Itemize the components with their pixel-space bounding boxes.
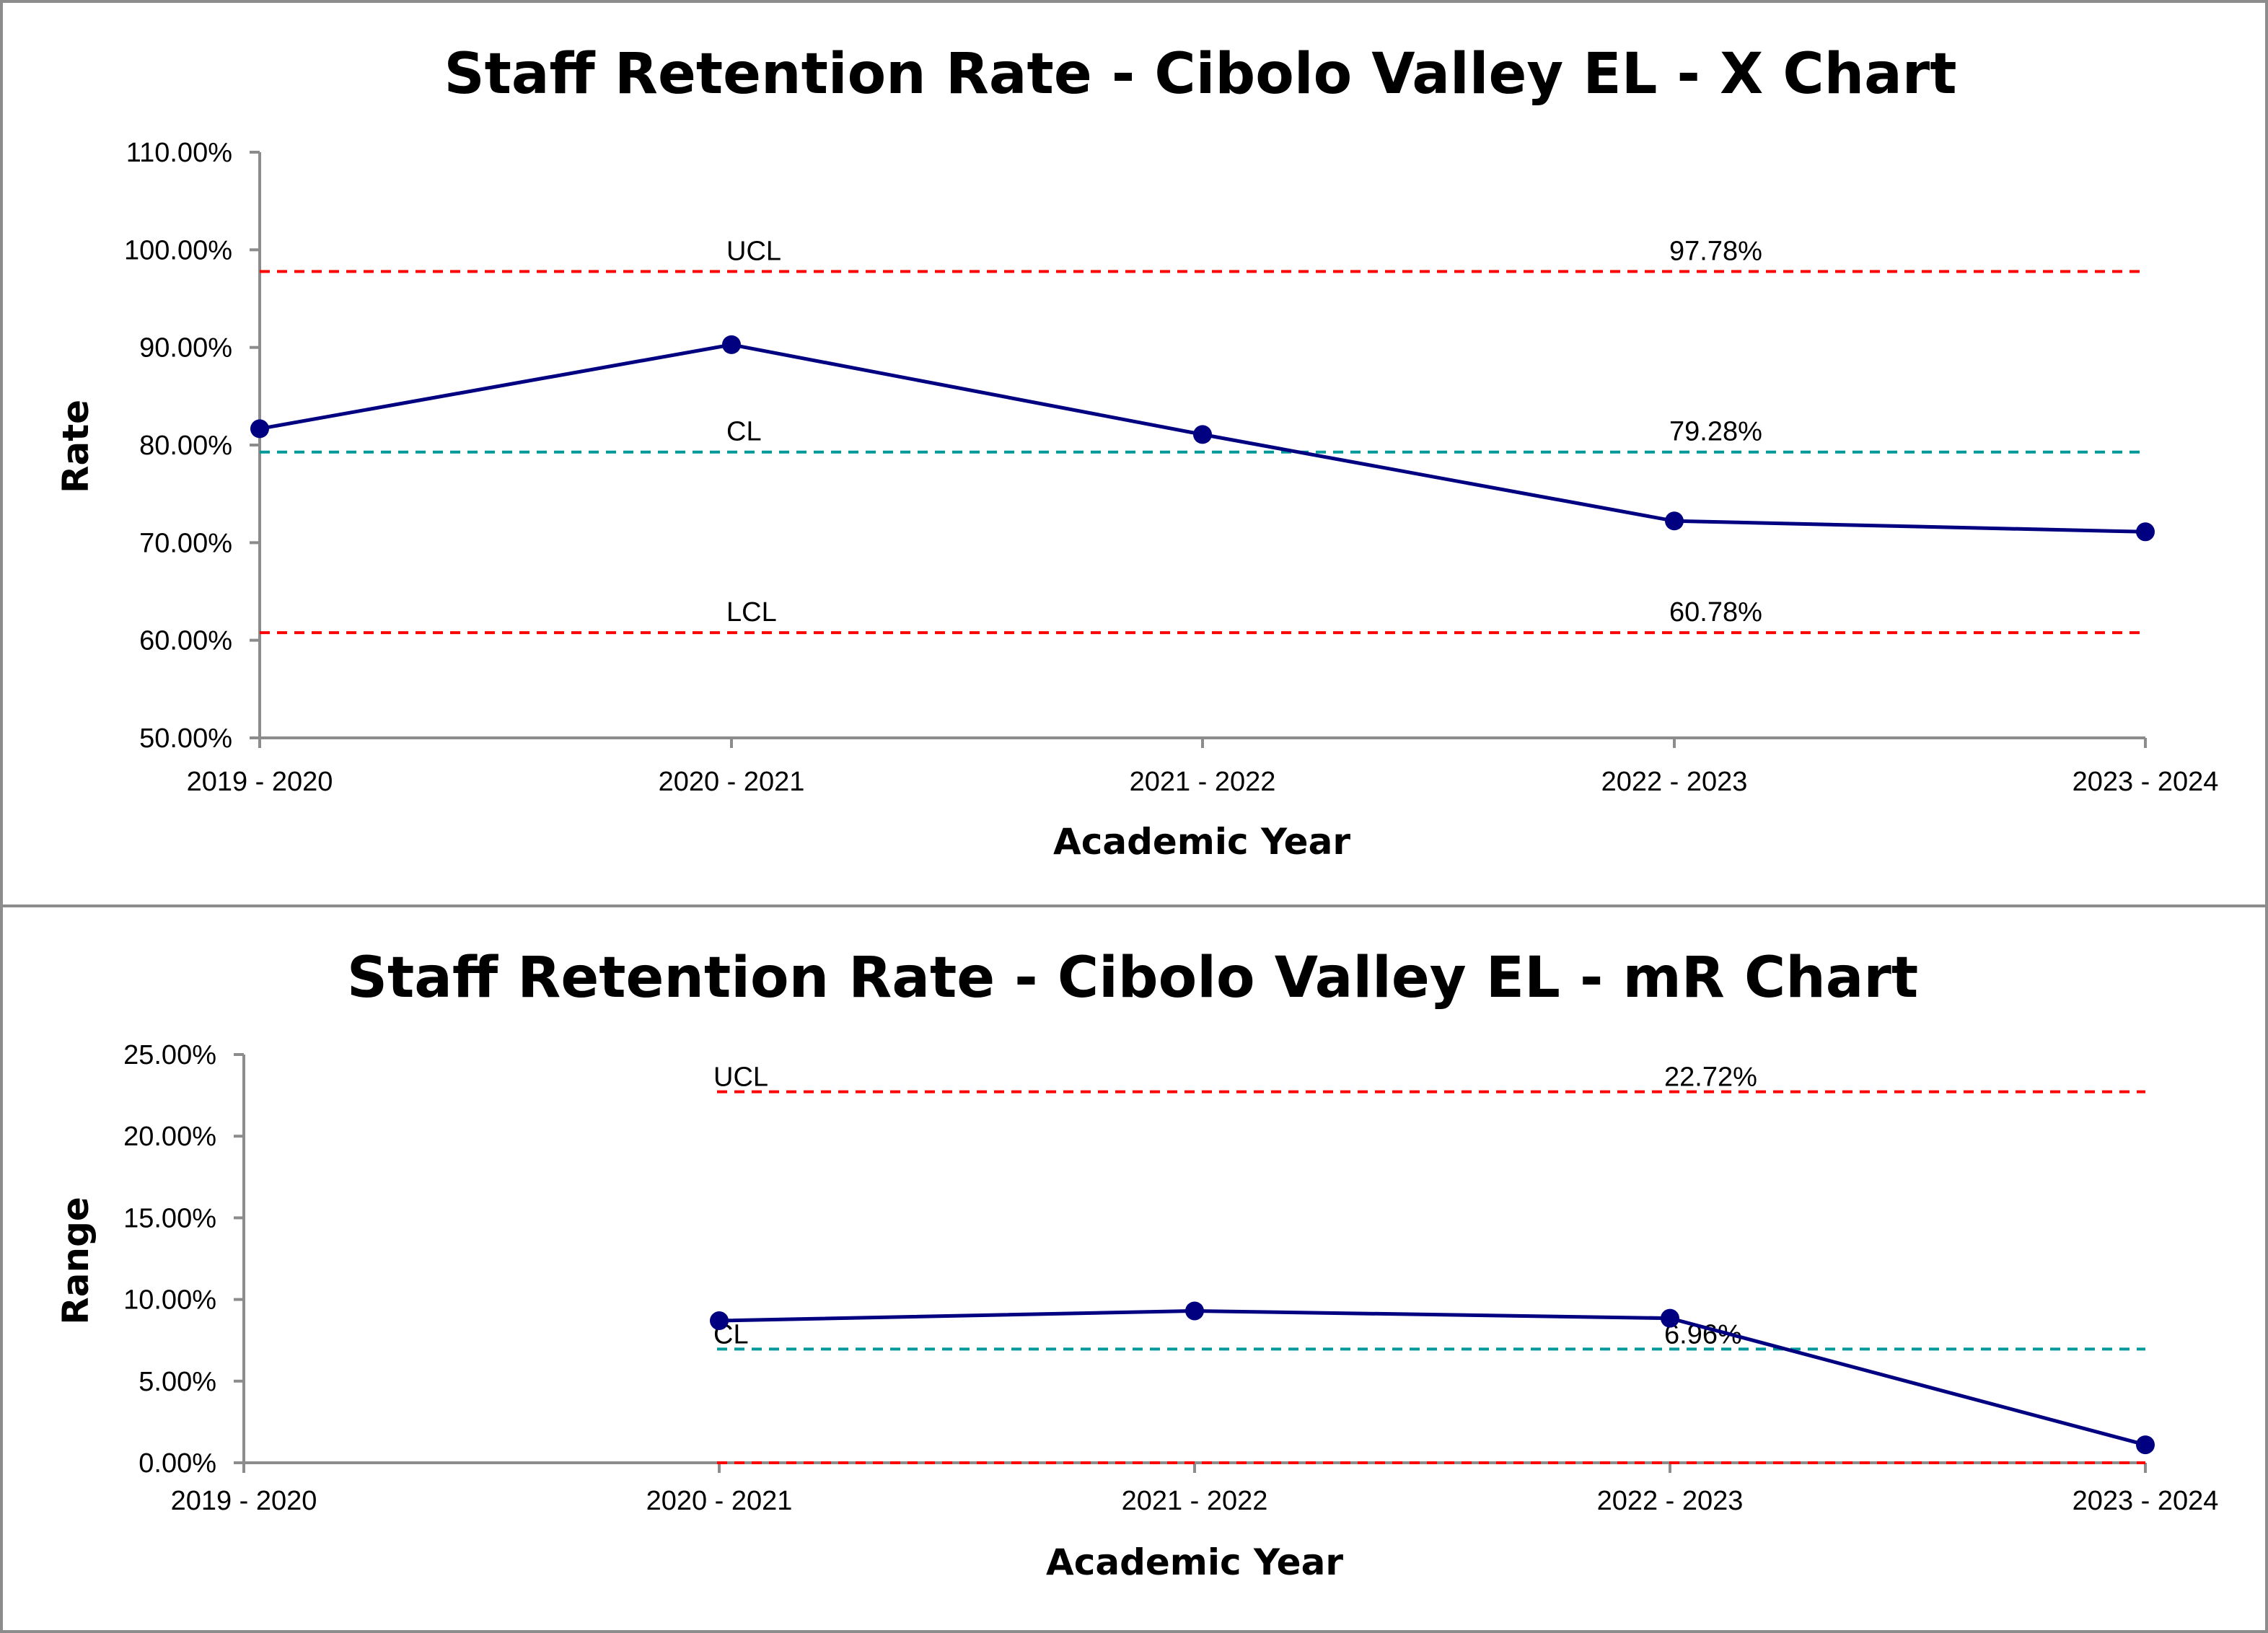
- series-line: [718, 1308, 2146, 1447]
- x-tick-label: 2021 - 2022: [1130, 767, 1276, 797]
- mr-chart-panel: Staff Retention Rate - Cibolo Valley EL …: [0, 904, 2268, 1633]
- y-tick-label: 10.00%: [123, 1285, 216, 1316]
- y-tick-label: 15.00%: [123, 1203, 216, 1233]
- data-point: [1193, 425, 1212, 444]
- x-tick-label: 2023 - 2024: [2073, 767, 2219, 797]
- ucl-value-label: 22.72%: [1664, 1062, 1757, 1093]
- x-tick-label: 2022 - 2023: [1597, 1486, 1744, 1516]
- x-tick-label: 2020 - 2021: [646, 1486, 793, 1516]
- y-axis-title: Rate: [55, 400, 97, 493]
- data-point: [1185, 1301, 1204, 1321]
- data-point: [710, 1311, 729, 1331]
- cl-label: CL: [726, 417, 762, 447]
- ucl-label: UCL: [713, 1062, 768, 1093]
- y-tick-label: 5.00%: [139, 1367, 216, 1397]
- y-tick-label: 110.00%: [126, 138, 232, 168]
- y-tick-label: 70.00%: [139, 528, 232, 558]
- y-tick-label: 25.00%: [123, 1040, 216, 1070]
- x-tick-label: 2022 - 2023: [1601, 767, 1748, 797]
- x-axis-title: Academic Year: [1046, 1541, 1343, 1583]
- x-tick-label: 2019 - 2020: [187, 767, 333, 797]
- y-axis-title: Range: [55, 1197, 97, 1325]
- x-chart: Staff Retention Rate - Cibolo Valley EL …: [55, 42, 2219, 863]
- data-point: [2136, 1435, 2155, 1455]
- chart-title: Staff Retention Rate - Cibolo Valley EL …: [347, 946, 1918, 1011]
- cl-value-label: 79.28%: [1669, 417, 1762, 447]
- data-point: [1665, 511, 1684, 531]
- y-tick-label: 0.00%: [139, 1448, 216, 1479]
- data-point: [250, 419, 269, 439]
- ucl-value-label: 97.78%: [1669, 236, 1762, 266]
- y-tick-label: 20.00%: [123, 1122, 216, 1152]
- y-tick-label: 80.00%: [139, 431, 232, 461]
- chart-title: Staff Retention Rate - Cibolo Valley EL …: [444, 42, 1956, 107]
- x-tick-label: 2023 - 2024: [2073, 1486, 2219, 1516]
- mr-chart: Staff Retention Rate - Cibolo Valley EL …: [55, 946, 2219, 1583]
- y-tick-label: 90.00%: [139, 333, 232, 364]
- x-axis-title: Academic Year: [1053, 821, 1350, 863]
- x-tick-label: 2019 - 2020: [171, 1486, 317, 1516]
- ucl-label: UCL: [726, 236, 781, 266]
- data-point: [2136, 522, 2155, 542]
- y-tick-label: 60.00%: [139, 626, 232, 656]
- x-tick-label: 2020 - 2021: [659, 767, 805, 797]
- lcl-label: LCL: [726, 597, 777, 628]
- y-tick-label: 100.00%: [124, 235, 232, 265]
- data-point: [1661, 1308, 1679, 1328]
- data-point: [722, 335, 741, 354]
- x-tick-label: 2021 - 2022: [1122, 1486, 1268, 1516]
- x-chart-panel: Staff Retention Rate - Cibolo Valley EL …: [0, 0, 2268, 907]
- y-tick-label: 50.00%: [139, 723, 232, 754]
- lcl-value-label: 60.78%: [1669, 597, 1762, 628]
